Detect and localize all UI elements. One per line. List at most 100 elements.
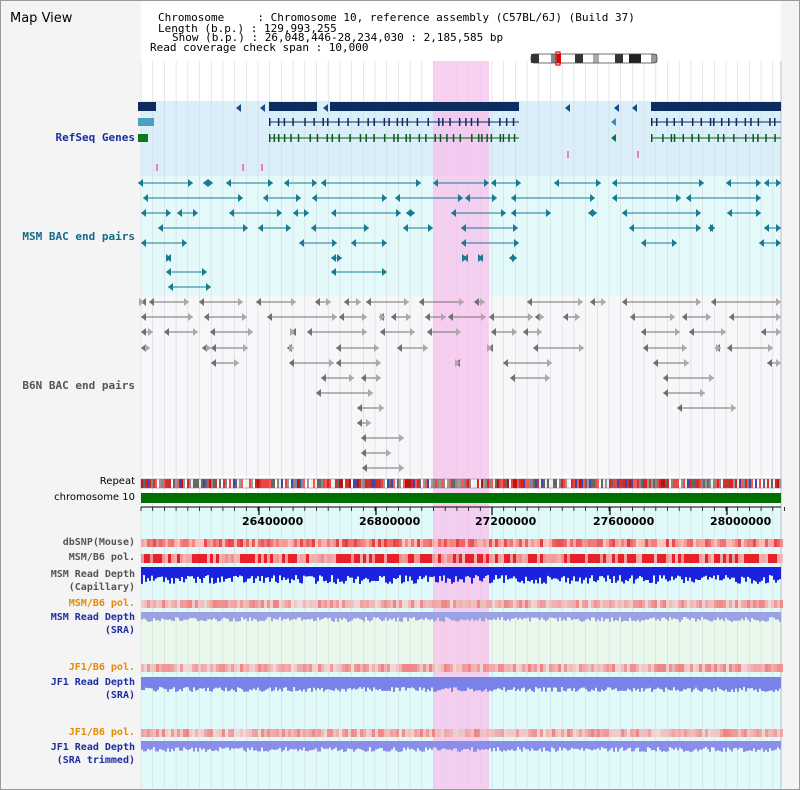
bac-end-arrow	[612, 194, 617, 202]
gene-arrow	[236, 104, 241, 112]
jf1-pol-cell	[297, 664, 300, 672]
track-label-msm-read-depth-capillary[interactable]: MSM Read Depth	[50, 569, 135, 580]
msm-sra-pol-cell	[423, 600, 426, 608]
dbsnp-cell	[189, 539, 192, 547]
msm-capillary-depth-bar	[333, 567, 335, 583]
repeat-segment	[621, 479, 623, 488]
msm-sra-pol-cell	[567, 600, 570, 608]
bac-end-arrow	[321, 374, 326, 382]
repeat-segment	[511, 479, 513, 488]
msm-capillary-depth-bar	[609, 567, 611, 580]
jf1-trimmed-depth-bar	[583, 741, 585, 751]
jf1-trimmed-pol-cell	[198, 729, 201, 737]
track-label-b6n-bac-end-pairs[interactable]: B6N BAC end pairs	[22, 379, 135, 392]
bac-end-arrow	[641, 328, 646, 336]
jf1-sra-depth-bar	[521, 677, 523, 689]
repeat-segment	[405, 479, 407, 488]
msm-sra-pol-cell	[669, 600, 672, 608]
msm-sra-pol-cell	[471, 600, 474, 608]
jf1-sra-depth-bar	[643, 677, 645, 692]
dbsnp-cell	[450, 539, 453, 547]
repeat-segment	[611, 479, 613, 488]
jf1-trimmed-depth-bar	[165, 741, 167, 752]
repeat-segment	[201, 479, 203, 488]
jf1-trimmed-pol-cell	[378, 729, 381, 737]
jf1-sra-depth-bar	[161, 677, 163, 688]
gene-exon	[499, 118, 501, 126]
repeat-segment	[209, 479, 211, 488]
jf1-trimmed-pol-cell	[600, 729, 603, 737]
msm-b6-pol-cell	[432, 554, 435, 563]
jf1-trimmed-pol-cell	[195, 729, 198, 737]
jf1-sra-depth-bar	[511, 677, 513, 690]
jf1-sra-depth-bar	[375, 677, 377, 690]
jf1-sra-depth-bar	[381, 677, 383, 691]
track-label-jf1-read-depth-sra[interactable]: JF1 Read Depth	[50, 677, 135, 688]
msm-sra-depth-bar	[179, 612, 181, 621]
msm-b6-pol-cell	[330, 554, 333, 563]
jf1-trimmed-depth-bar	[207, 741, 209, 750]
repeat-segment	[561, 479, 563, 488]
msm-b6-pol-cell	[378, 554, 381, 563]
jf1-sra-depth-bar	[203, 677, 205, 689]
msm-sra-pol-cell	[339, 600, 342, 608]
msm-capillary-depth-bar	[643, 567, 645, 582]
jf1-pol-cell	[378, 664, 381, 672]
jf1-pol-cell	[450, 664, 453, 672]
jf1-trimmed-depth-bar	[687, 741, 689, 751]
jf1-trimmed-depth-bar	[755, 741, 757, 752]
msm-capillary-depth-bar	[729, 567, 731, 580]
msm-capillary-depth-bar	[143, 567, 145, 576]
msm-sra-depth-bar	[569, 612, 571, 618]
msm-sra-depth-bar	[771, 612, 773, 618]
jf1-sra-depth-bar	[583, 677, 585, 688]
track-label-msm-read-depth-sra[interactable]: MSM Read Depth	[50, 612, 135, 623]
repeat-segment	[295, 479, 297, 488]
dbsnp-cell	[384, 539, 387, 547]
jf1-trimmed-depth-bar	[287, 741, 289, 752]
repeat-segment	[399, 479, 401, 488]
msm-sra-pol-cell	[279, 600, 282, 608]
jf1-sra-depth-bar	[293, 677, 295, 688]
jf1-trimmed-depth-bar	[651, 741, 653, 751]
msm-capillary-depth-bar	[737, 567, 739, 584]
jf1-trimmed-depth-bar	[143, 741, 145, 752]
bac-end-arrow	[166, 254, 171, 262]
jf1-trimmed-pol-cell	[309, 729, 312, 737]
track-label-jf1-b6-pol-trimmed[interactable]: JF1/B6 pol.	[68, 727, 135, 738]
jf1-sra-depth-bar	[343, 677, 345, 690]
track-label-dbsnp[interactable]: dbSNP(Mouse)	[62, 537, 135, 548]
track-label-jf1-b6-pol[interactable]: JF1/B6 pol.	[68, 662, 135, 673]
msm-capillary-depth-bar	[247, 567, 249, 579]
msm-sra-pol-cell	[225, 600, 228, 608]
msm-capillary-depth-bar	[671, 567, 673, 577]
dbsnp-cell	[213, 539, 216, 547]
jf1-sra-depth-bar	[683, 677, 685, 690]
msm-sra-depth-bar	[391, 612, 393, 620]
msm-sra-pol-cell	[591, 600, 594, 608]
jf1-trimmed-depth-bar	[347, 741, 349, 749]
jf1-trimmed-pol-cell	[672, 729, 675, 737]
msm-sra-depth-bar	[187, 612, 189, 620]
track-label-refseq-genes[interactable]: RefSeq Genes	[55, 131, 135, 144]
jf1-sra-depth-bar	[145, 677, 147, 688]
track-label-msm-bac-end-pairs[interactable]: MSM BAC end pairs	[22, 230, 135, 243]
bac-end-arrow	[686, 194, 691, 202]
track-label-jf1-read-depth-trimmed[interactable]: JF1 Read Depth	[50, 742, 135, 753]
msm-b6-pol-cell	[231, 554, 234, 563]
dbsnp-cell	[168, 539, 171, 547]
msm-sra-depth-bar	[675, 612, 677, 619]
msm-b6-pol-cell	[408, 554, 411, 563]
jf1-pol-cell	[699, 664, 702, 672]
jf1-trimmed-pol-cell	[744, 729, 747, 737]
jf1-sra-depth-bar	[433, 677, 435, 692]
jf1-pol-cell	[270, 664, 273, 672]
gene-exon	[720, 118, 723, 126]
track-label-msm-b6-pol-capillary[interactable]: MSM/B6 pol.	[68, 552, 135, 563]
msm-sra-depth-bar	[239, 612, 241, 622]
jf1-trimmed-depth-bar	[349, 741, 351, 749]
track-label-msm-b6-pol-sra[interactable]: MSM/B6 pol.	[68, 598, 135, 609]
jf1-pol-cell	[168, 664, 171, 672]
jf1-trimmed-depth-bar	[141, 741, 143, 750]
